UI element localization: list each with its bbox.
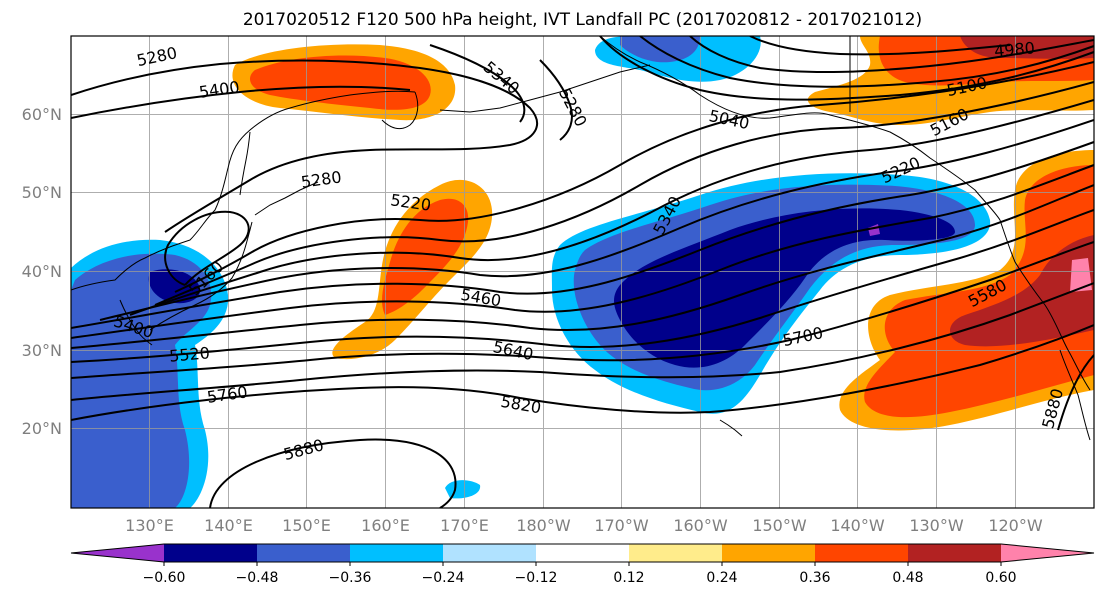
contour-5580 xyxy=(71,184,1094,349)
colorbar-segment xyxy=(350,544,444,562)
contour-5640 xyxy=(71,209,1094,363)
contour-5280-south xyxy=(154,81,1094,306)
lat-label: 50°N xyxy=(22,183,62,202)
colorbar-tick-label: 0.24 xyxy=(706,570,737,586)
height-contours xyxy=(71,36,1094,508)
lon-label: 170°E xyxy=(440,516,489,535)
lon-label: 130°W xyxy=(909,516,964,535)
contour-5340-north xyxy=(429,44,526,123)
lon-label: 150°E xyxy=(282,516,331,535)
colorbar-segment xyxy=(629,544,723,562)
coastline-sakhalin xyxy=(239,131,251,196)
lon-label: 180°W xyxy=(516,516,571,535)
coastline-korea xyxy=(119,299,153,346)
coastline-aleutians xyxy=(439,64,651,113)
lon-label: 140°E xyxy=(204,516,253,535)
fill-positive-westcoast-mid xyxy=(864,165,1094,418)
coastline-kurils xyxy=(254,181,319,216)
lat-label: 30°N xyxy=(22,341,62,360)
colorbar-tick-label: −0.60 xyxy=(143,570,186,586)
colorbar-tick-label: −0.24 xyxy=(422,570,465,586)
coastline-japan xyxy=(149,221,253,331)
lat-label: 20°N xyxy=(22,419,62,438)
coastline-alaska xyxy=(599,36,1001,221)
contour-label: 5520 xyxy=(168,343,210,365)
lon-labels: 130°E 140°E 150°E 160°E 170°E 180°W 170°… xyxy=(125,516,1043,535)
contour-5280-gulf xyxy=(539,59,573,141)
lon-label: 170°W xyxy=(594,516,649,535)
contour-5340 xyxy=(129,99,1094,316)
coastline-baja xyxy=(1059,349,1091,441)
colorbar-extend-high xyxy=(1001,544,1094,562)
lon-label: 140°W xyxy=(830,516,885,535)
lat-labels: 60°N 50°N 40°N 30°N 20°N xyxy=(22,105,62,438)
contour-5400 xyxy=(99,119,1094,321)
colorbar-segment xyxy=(443,544,537,562)
coastline-kamchatka xyxy=(381,91,419,130)
coastline-asia xyxy=(71,90,416,291)
contour-5220 xyxy=(174,61,1094,293)
map-frame xyxy=(70,35,1095,509)
coastlines xyxy=(71,36,1091,441)
contour-5040 xyxy=(689,36,1094,74)
coastline-north-america xyxy=(999,219,1091,391)
colorbar: −0.60 −0.48 −0.36 −0.24 −0.12 0.12 0.24 0.36 0.4… xyxy=(70,543,1095,586)
plot-area: 5280 5400 5340 5280 5040 4980 5100 5160 … xyxy=(71,36,1094,508)
lon-label: 130°E xyxy=(125,516,174,535)
fill-positive-yukon-dark xyxy=(960,36,1094,59)
contour-5700 xyxy=(71,241,1094,379)
fill-negative-pacific-dark xyxy=(614,208,955,368)
lat-label: 60°N xyxy=(22,105,62,124)
contour-5520 xyxy=(71,164,1094,339)
colorbar-extend-low xyxy=(71,544,164,562)
lon-label: 120°W xyxy=(988,516,1043,535)
colorbar-tick-label: −0.48 xyxy=(236,570,279,586)
fill-positive-westcoast-dark xyxy=(950,235,1094,347)
graticule xyxy=(71,36,1094,508)
colorbar-tick-label: 0.36 xyxy=(799,570,830,586)
colorbar-tick-label: 0.12 xyxy=(613,570,644,586)
colorbar-segment xyxy=(815,544,909,562)
contour-5460 xyxy=(71,141,1094,329)
figure-title: 2017020512 F120 500 hPa height, IVT Land… xyxy=(242,10,923,30)
colorbar-tick-label: 0.60 xyxy=(985,570,1016,586)
contour-5100 xyxy=(639,36,1094,88)
lon-label: 150°W xyxy=(752,516,807,535)
contour-5880-north xyxy=(209,438,457,508)
contour-5820 xyxy=(71,324,1094,421)
contour-5280-north xyxy=(71,59,539,233)
contour-label: 4980 xyxy=(993,38,1035,60)
colorbar-tick-label: −0.36 xyxy=(329,570,372,586)
fill-positive-central-mid xyxy=(382,198,469,315)
contour-5760 xyxy=(71,282,1094,401)
coastline-hawaii xyxy=(719,419,743,437)
lon-label: 160°W xyxy=(673,516,728,535)
colorbar-segment xyxy=(536,544,630,562)
colorbar-segment xyxy=(722,544,816,562)
contour-5880-east xyxy=(1057,354,1094,431)
contour-5160-alaska xyxy=(599,36,1094,101)
fill-negative-japan-mid xyxy=(71,253,212,508)
colorbar-segment xyxy=(257,544,351,562)
lat-label: 40°N xyxy=(22,262,62,281)
fill-positive-westcoast-pink xyxy=(1070,258,1092,292)
colorbar-tick-label: 0.48 xyxy=(892,570,923,586)
contour-5400-north xyxy=(71,85,411,119)
contour-4980 xyxy=(749,36,1011,56)
lon-label: 160°E xyxy=(361,516,410,535)
contour-5160-japan xyxy=(164,210,250,286)
colorbar-tick-label: −0.12 xyxy=(515,570,558,586)
colorbar-segment xyxy=(908,544,1002,562)
colorbar-segment xyxy=(164,544,258,562)
